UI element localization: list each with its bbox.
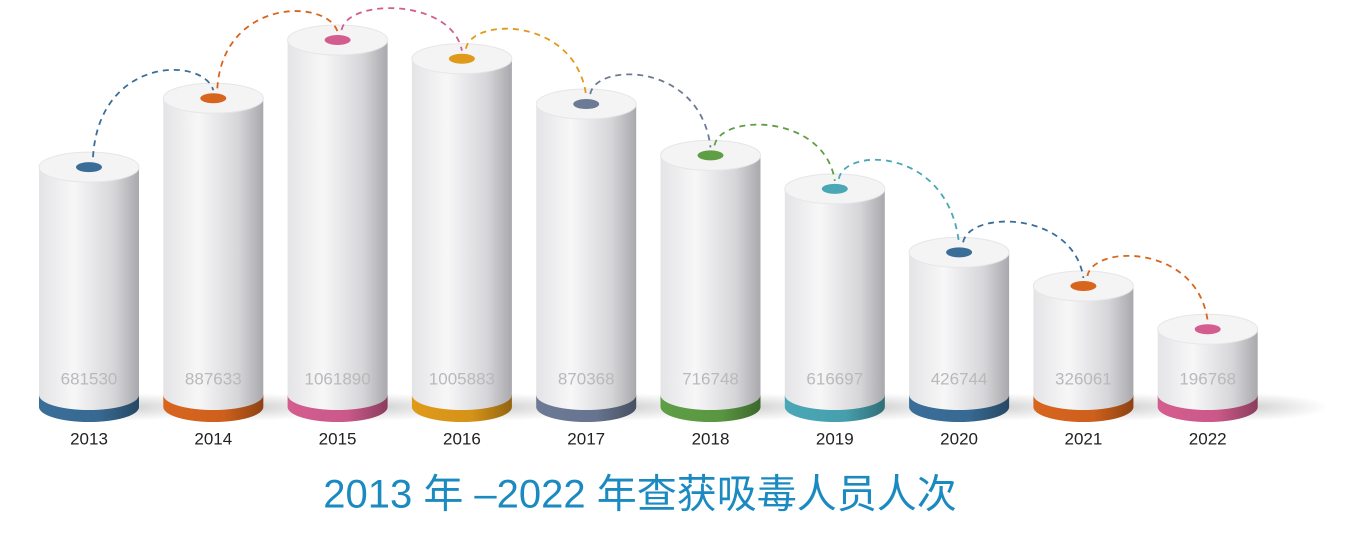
bar [909, 252, 1010, 410]
bar [39, 167, 139, 410]
connector [340, 7, 463, 51]
x-tick-label: 2013 [70, 429, 108, 448]
top-marker [821, 183, 848, 194]
value-label: 870368 [558, 369, 615, 388]
x-tick-label: 2016 [443, 429, 481, 448]
plot: 681530 2013 887633 2014 1061890 2015 1005883 20… [38, 7, 1328, 448]
value-label: 1061890 [305, 369, 371, 388]
top-marker [1070, 280, 1097, 291]
connector [216, 10, 339, 89]
bar [1033, 285, 1134, 410]
connector [837, 158, 960, 245]
value-label: 1005883 [429, 369, 495, 388]
bar [411, 58, 512, 411]
top-marker [697, 150, 724, 161]
value-label: 426744 [931, 369, 988, 388]
x-tick-label: 2018 [692, 429, 730, 448]
top-marker [76, 162, 102, 173]
bar [163, 98, 264, 410]
x-tick-label: 2021 [1064, 429, 1102, 448]
connector [589, 73, 712, 148]
bar [1157, 329, 1258, 410]
x-tick-label: 2014 [194, 429, 232, 448]
value-label: 326061 [1055, 369, 1112, 388]
x-tick-label: 2022 [1189, 429, 1227, 448]
connector [713, 123, 836, 181]
top-marker [324, 35, 351, 45]
value-label: 716748 [682, 369, 739, 388]
connector [962, 220, 1085, 279]
connector [465, 27, 588, 97]
value-label: 681530 [61, 369, 118, 388]
value-label: 616697 [806, 369, 863, 388]
top-marker [1194, 324, 1221, 335]
bar [784, 188, 885, 410]
x-tick-label: 2020 [940, 429, 978, 448]
x-tick-label: 2015 [319, 429, 357, 448]
value-label: 196768 [1179, 369, 1236, 388]
bar [287, 40, 388, 410]
bar [536, 104, 637, 410]
connector [92, 68, 215, 158]
x-tick-label: 2019 [816, 429, 854, 448]
top-marker [200, 93, 227, 104]
top-marker [573, 99, 600, 110]
chart-title: 2013 年 –2022 年查获吸毒人员人次 [323, 473, 957, 517]
value-label: 887633 [185, 369, 242, 388]
top-marker [946, 247, 973, 258]
bar [660, 155, 761, 410]
top-marker [448, 53, 475, 64]
x-tick-label: 2017 [567, 429, 605, 448]
connector [1086, 254, 1209, 322]
